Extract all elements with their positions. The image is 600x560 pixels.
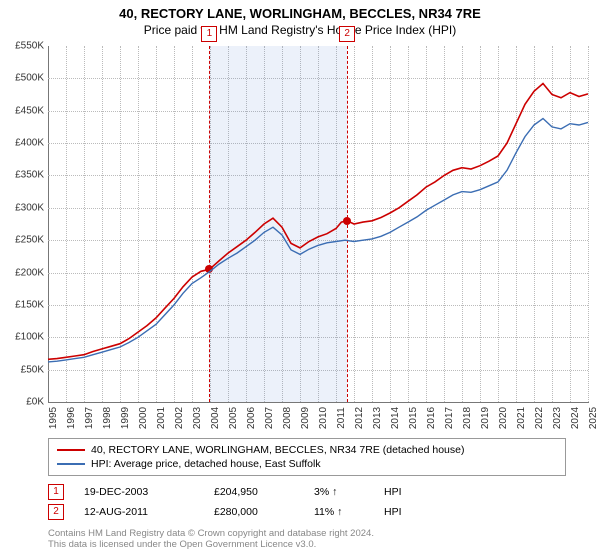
x-tick-label: 1996 [66,407,77,429]
chart-title: 40, RECTORY LANE, WORLINGHAM, BECCLES, N… [0,0,600,21]
x-tick-label: 1995 [48,407,59,429]
series-price-paid [48,84,588,360]
gridline-vertical [588,46,589,402]
legend-swatch [57,463,85,465]
sale-marker-label: 2 [339,26,355,42]
legend-row: 40, RECTORY LANE, WORLINGHAM, BECCLES, N… [57,443,557,457]
y-tick-label: £450K [15,105,48,116]
legend-label: 40, RECTORY LANE, WORLINGHAM, BECCLES, N… [91,444,464,456]
legend-row: HPI: Average price, detached house, East… [57,457,557,471]
chart-plot-area: £0K£50K£100K£150K£200K£250K£300K£350K£40… [48,46,588,402]
footer-line-2: This data is licensed under the Open Gov… [48,539,374,550]
sale-date: 19-DEC-2003 [84,486,194,498]
y-tick-label: £250K [15,235,48,246]
sale-index-tag: HPI [384,506,424,518]
sale-row: 2 12-AUG-2011 £280,000 11% ↑ HPI [48,504,424,520]
x-tick-label: 2022 [534,407,545,429]
legend-box: 40, RECTORY LANE, WORLINGHAM, BECCLES, N… [48,438,566,476]
x-tick-label: 2013 [372,407,383,429]
x-tick-label: 2015 [408,407,419,429]
x-tick-label: 2004 [210,407,221,429]
x-tick-label: 2002 [174,407,185,429]
sale-price: £280,000 [214,506,294,518]
footer-attribution: Contains HM Land Registry data © Crown c… [48,528,374,551]
x-tick-label: 2010 [318,407,329,429]
sale-pct-change: 11% ↑ [314,506,364,518]
footer-line-1: Contains HM Land Registry data © Crown c… [48,528,374,539]
y-tick-label: £200K [15,267,48,278]
legend-label: HPI: Average price, detached house, East… [91,458,321,470]
y-tick-label: £100K [15,332,48,343]
sale-row-marker: 1 [48,484,64,500]
y-tick-label: £550K [15,41,48,52]
x-tick-label: 2020 [498,407,509,429]
x-tick-label: 2019 [480,407,491,429]
x-tick-label: 2012 [354,407,365,429]
x-tick-label: 2008 [282,407,293,429]
x-tick-label: 2007 [264,407,275,429]
sales-table: 1 19-DEC-2003 £204,950 3% ↑ HPI 2 12-AUG-2011 £… [48,484,424,524]
y-tick-label: £300K [15,202,48,213]
y-tick-label: £150K [15,299,48,310]
y-tick-label: £0K [26,397,48,408]
x-tick-label: 2024 [570,407,581,429]
sale-date: 12-AUG-2011 [84,506,194,518]
x-tick-label: 2017 [444,407,455,429]
x-tick-label: 2003 [192,407,203,429]
sale-index-tag: HPI [384,486,424,498]
legend-swatch [57,449,85,451]
sale-pct-change: 3% ↑ [314,486,364,498]
x-tick-label: 2005 [228,407,239,429]
x-tick-label: 2023 [552,407,563,429]
y-tick-label: £50K [21,364,48,375]
x-tick-label: 2014 [390,407,401,429]
sale-row-marker: 2 [48,504,64,520]
x-tick-label: 2000 [138,407,149,429]
x-tick-label: 2006 [246,407,257,429]
x-tick-label: 1998 [102,407,113,429]
x-tick-label: 2021 [516,407,527,429]
series-svg [48,46,588,402]
sale-marker-label: 1 [201,26,217,42]
x-tick-label: 1999 [120,407,131,429]
x-tick-label: 2011 [336,407,347,429]
y-tick-label: £500K [15,73,48,84]
x-tick-label: 2018 [462,407,473,429]
x-tick-label: 2009 [300,407,311,429]
series-hpi [48,119,588,362]
x-tick-label: 2025 [588,407,599,429]
chart-subtitle: Price paid vs. HM Land Registry's House … [0,21,600,37]
x-tick-label: 2016 [426,407,437,429]
x-tick-label: 2001 [156,407,167,429]
sale-row: 1 19-DEC-2003 £204,950 3% ↑ HPI [48,484,424,500]
sale-price: £204,950 [214,486,294,498]
y-tick-label: £350K [15,170,48,181]
x-tick-label: 1997 [84,407,95,429]
y-tick-label: £400K [15,138,48,149]
